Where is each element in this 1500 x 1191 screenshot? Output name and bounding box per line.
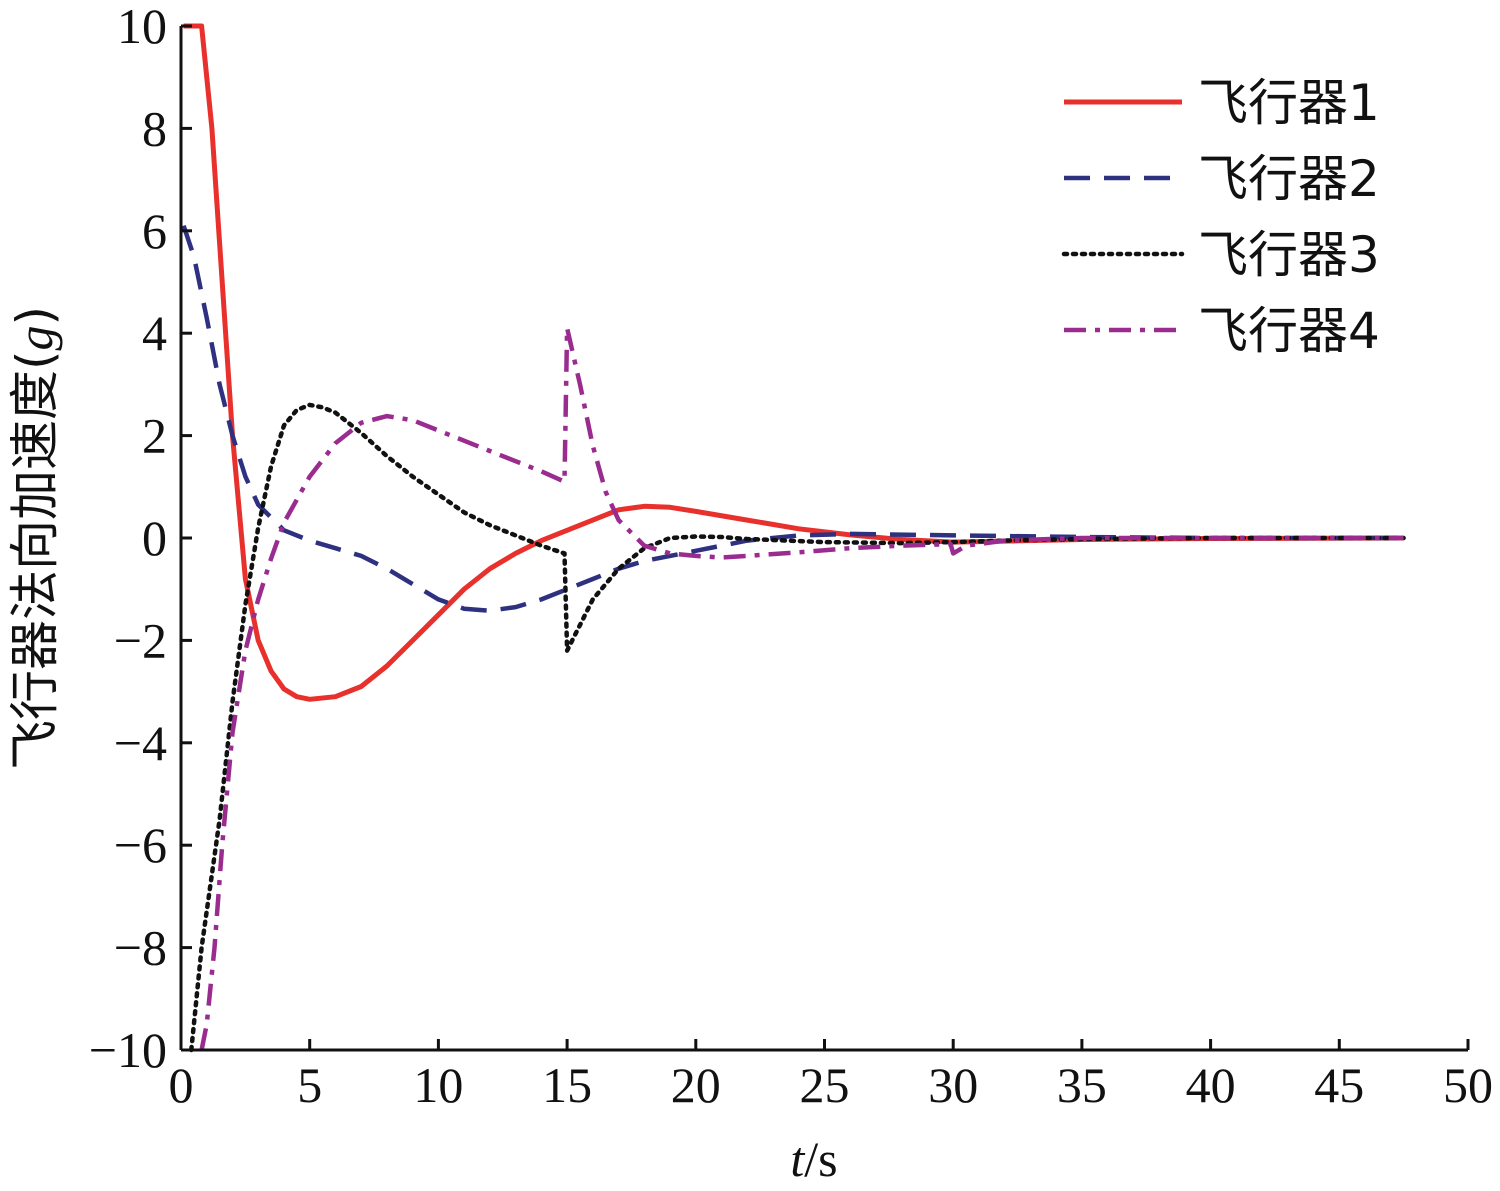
legend: 飞行器1 飞行器2 飞行器3 飞行器4 (1061, 74, 1380, 360)
legend-label-2: 飞行器2 (1198, 150, 1380, 208)
y-tick-label: −8 (114, 920, 167, 976)
x-axis-unit: /s (804, 1131, 837, 1187)
y-axis-label-close: ) (6, 306, 64, 326)
series-line-3 (189, 402, 1406, 1053)
legend-label-1: 飞行器1 (1198, 74, 1380, 132)
x-tick-label: 35 (1057, 1057, 1107, 1113)
legend-label-3: 飞行器3 (1198, 226, 1380, 284)
y-tick-label: −6 (114, 817, 167, 873)
y-tick-label: 8 (142, 100, 167, 156)
ticks-layer: 0 5 10 15 20 25 30 35 40 45 50 −10 −8 −6 −4 −2 0 2 4 6 8 10 (89, 0, 1493, 1113)
y-axis-label: 飞行器法向加速度(g) (6, 306, 64, 770)
series-layer (181, 23, 1406, 1053)
y-tick-label: 6 (142, 203, 167, 259)
x-tick-label: 5 (297, 1057, 322, 1113)
x-tick-label: 45 (1314, 1057, 1364, 1113)
series-line-4 (199, 325, 1404, 1051)
y-tick-label: 10 (117, 0, 167, 54)
x-tick-label: 10 (413, 1057, 463, 1113)
y-tick-label: 2 (142, 408, 167, 464)
y-tick-label: 4 (142, 305, 167, 361)
y-tick-label: −4 (114, 715, 167, 771)
x-tick-label: 15 (542, 1057, 592, 1113)
y-tick-label: −10 (89, 1022, 167, 1078)
x-tick-label: 40 (1186, 1057, 1236, 1113)
y-tick-label: −2 (114, 612, 167, 668)
y-tick-label: 0 (142, 510, 167, 566)
x-axis-variable: t (790, 1131, 805, 1187)
series-line-1 (183, 23, 1404, 702)
x-tick-label: 0 (169, 1057, 194, 1113)
y-axis-label-text: 飞行器法向加速度( (6, 351, 64, 771)
y-axis-variable: g (7, 326, 63, 351)
legend-label-4: 飞行器4 (1198, 302, 1380, 360)
x-tick-label: 25 (800, 1057, 850, 1113)
x-axis-label: t/s (790, 1131, 837, 1187)
series-line-2 (181, 224, 1404, 613)
x-tick-label: 20 (671, 1057, 721, 1113)
x-tick-label: 50 (1443, 1057, 1493, 1113)
x-tick-label: 30 (928, 1057, 978, 1113)
